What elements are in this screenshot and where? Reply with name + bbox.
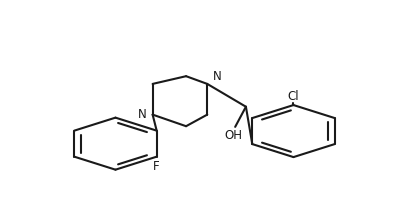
- Text: Cl: Cl: [287, 90, 299, 102]
- Text: N: N: [138, 108, 147, 121]
- Text: OH: OH: [225, 129, 243, 141]
- Text: N: N: [213, 70, 221, 83]
- Text: F: F: [153, 160, 160, 173]
